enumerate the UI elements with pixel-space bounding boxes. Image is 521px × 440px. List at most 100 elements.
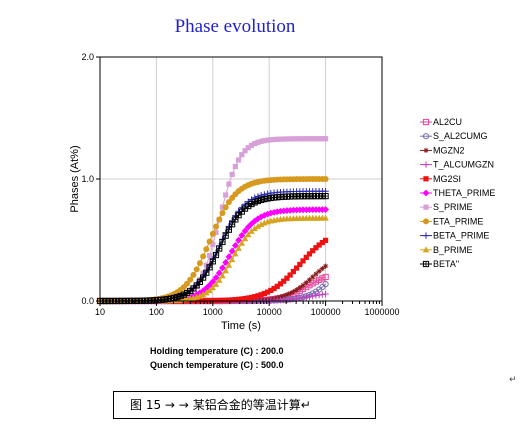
data-point xyxy=(323,263,329,269)
legend-label: BETA_PRIME xyxy=(433,231,489,241)
data-point xyxy=(258,138,264,144)
data-point xyxy=(306,282,313,289)
data-point xyxy=(293,136,300,142)
quench-temperature: Quench temperature (C) : 500.0 xyxy=(150,360,284,370)
data-point xyxy=(232,216,239,223)
data-point xyxy=(229,171,235,178)
data-point xyxy=(231,242,239,249)
data-point xyxy=(235,157,242,163)
data-point xyxy=(422,133,430,140)
legend-entry: AL2CU xyxy=(420,117,462,127)
data-point xyxy=(180,291,187,298)
holding-temperature: Holding temperature (C) : 200.0 xyxy=(150,346,284,356)
data-point xyxy=(245,202,252,210)
data-point xyxy=(226,297,232,303)
data-point xyxy=(251,217,259,225)
data-point xyxy=(287,136,293,142)
data-point xyxy=(241,227,249,235)
data-point xyxy=(281,136,287,142)
data-point xyxy=(303,294,310,301)
data-point xyxy=(297,261,303,268)
data-point xyxy=(206,287,213,294)
data-point xyxy=(206,264,213,271)
data-point xyxy=(209,278,217,286)
data-point xyxy=(232,297,238,303)
data-point xyxy=(245,145,251,151)
data-point xyxy=(312,278,320,285)
data-point xyxy=(222,267,229,274)
data-point xyxy=(313,245,319,251)
data-point xyxy=(271,136,277,143)
data-point xyxy=(309,292,316,300)
data-point xyxy=(319,136,325,142)
data-point xyxy=(284,275,290,281)
data-point xyxy=(239,296,245,302)
data-point xyxy=(226,181,232,187)
x-tick-label: 1000 xyxy=(203,307,223,317)
data-point xyxy=(322,273,329,281)
figure-label: 图 15 xyxy=(130,398,162,412)
legend-entry: S_AL2CUMG xyxy=(420,131,488,141)
legend-label: ETA_PRIME xyxy=(433,216,483,226)
data-point xyxy=(216,245,223,252)
data-point xyxy=(229,221,236,228)
data-point xyxy=(232,163,238,170)
data-point xyxy=(310,248,316,254)
data-point xyxy=(219,272,226,279)
legend-entry: B_PRIME xyxy=(420,245,473,255)
legend-entry: T_ALCUMGZN xyxy=(420,160,494,170)
data-point xyxy=(215,269,223,277)
data-point xyxy=(219,238,226,246)
data-point xyxy=(422,189,430,197)
data-point xyxy=(177,292,184,300)
data-point xyxy=(206,281,213,289)
data-point xyxy=(239,152,245,158)
data-point xyxy=(238,231,246,239)
legend-entry: THETA_PRIME xyxy=(420,188,495,198)
data-point xyxy=(203,289,210,296)
data-point xyxy=(306,277,313,283)
legend-label: S_AL2CUMG xyxy=(433,131,488,141)
data-point xyxy=(322,214,329,221)
data-point xyxy=(312,292,320,299)
data-point xyxy=(228,247,236,255)
data-point xyxy=(306,293,313,300)
data-point xyxy=(260,211,268,219)
data-point xyxy=(225,253,233,261)
data-point xyxy=(200,270,206,276)
x-tick-label: 10 xyxy=(95,307,105,317)
legend-label: MG2SI xyxy=(433,174,461,184)
data-point xyxy=(422,118,430,126)
legend-entry: S_PRIME xyxy=(420,202,473,212)
data-point xyxy=(297,285,303,291)
data-point xyxy=(258,196,265,204)
data-point xyxy=(235,244,242,251)
data-point xyxy=(203,246,210,253)
data-point xyxy=(290,136,296,142)
data-point xyxy=(235,212,242,219)
data-point xyxy=(316,136,322,142)
figure-caption: 图 15 → → 某铝合金的等温计算↵ xyxy=(113,391,376,419)
data-point xyxy=(261,138,267,144)
data-point xyxy=(284,136,290,142)
x-tick-label: 10000 xyxy=(257,307,282,317)
data-point xyxy=(290,269,296,275)
data-point xyxy=(323,237,329,243)
data-point xyxy=(190,271,197,278)
data-point xyxy=(423,147,429,153)
data-point xyxy=(183,289,191,297)
legend-entry: BETA" xyxy=(420,259,459,269)
data-point xyxy=(219,264,226,272)
x-tick-label: 100000 xyxy=(311,307,341,317)
data-point xyxy=(232,250,239,257)
data-point xyxy=(322,290,329,298)
data-point xyxy=(222,204,229,211)
data-point xyxy=(297,136,303,142)
legend-entry: BETA_PRIME xyxy=(420,231,489,241)
data-point xyxy=(213,229,219,236)
data-point xyxy=(273,208,281,216)
data-point xyxy=(274,136,280,142)
data-point xyxy=(287,272,293,278)
data-point xyxy=(219,297,226,303)
data-point xyxy=(222,259,230,266)
